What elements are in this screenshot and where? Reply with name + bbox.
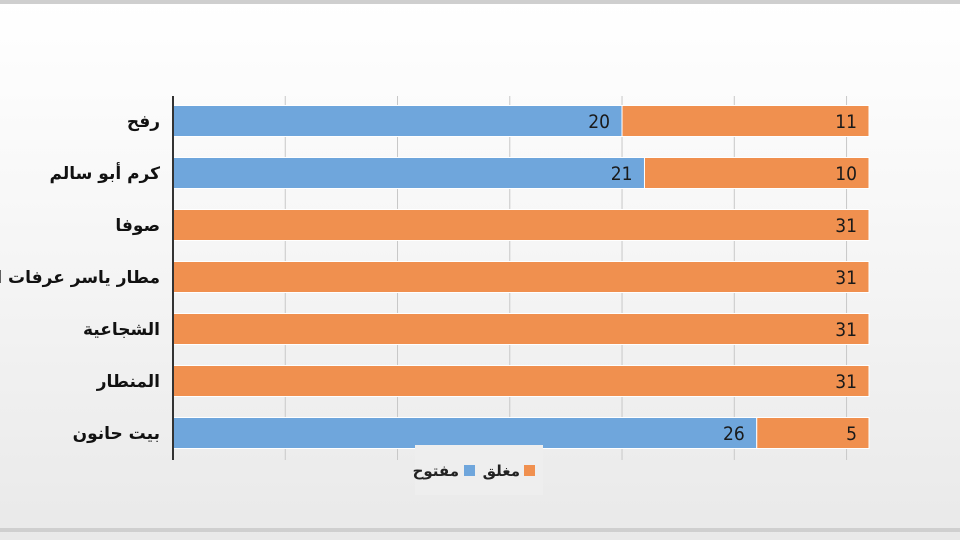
legend-label-open: مفتوح xyxy=(413,462,459,480)
bottom-rule xyxy=(0,528,960,532)
bar-segment xyxy=(172,157,645,189)
bar-segment xyxy=(172,417,758,449)
data-label: 21 xyxy=(611,163,633,185)
legend-background xyxy=(415,445,543,495)
data-label: 31 xyxy=(835,215,857,237)
data-label: 26 xyxy=(723,423,745,445)
bar-segment xyxy=(621,105,870,137)
data-label: 11 xyxy=(835,111,857,133)
bar-segment xyxy=(172,105,623,137)
bars xyxy=(172,105,870,449)
bar-segment xyxy=(643,157,870,189)
category-label: مطار ياسر عرفات الدولي xyxy=(0,268,160,288)
data-label: 10 xyxy=(835,163,857,185)
category-label: كرم أبو سالم xyxy=(50,162,161,184)
data-label: 31 xyxy=(835,319,857,341)
data-label: 31 xyxy=(835,267,857,289)
value-labels: 20 11 21 10 31 31 31 31 26 5 xyxy=(588,111,857,445)
legend-swatch-closed xyxy=(524,465,535,476)
data-label: 20 xyxy=(588,111,610,133)
bar-segment xyxy=(172,261,870,293)
bar-segment xyxy=(172,313,870,345)
category-label: المنطار xyxy=(96,372,160,392)
bar-segment xyxy=(756,417,870,449)
category-label: صوفا xyxy=(115,216,160,236)
data-label: 31 xyxy=(835,371,857,393)
top-rule xyxy=(0,0,960,4)
category-labels: رفح كرم أبو سالم صوفا مطار ياسر عرفات الدول… xyxy=(0,112,160,444)
legend: مغلق مفتوح xyxy=(413,445,543,495)
bar-segment xyxy=(172,365,870,397)
category-label: بيت حانون xyxy=(73,424,160,444)
bar-segment xyxy=(172,209,870,241)
legend-swatch-open xyxy=(464,465,475,476)
data-label: 5 xyxy=(846,423,857,445)
category-label: رفح xyxy=(127,112,160,132)
category-label: الشجاعية xyxy=(83,320,160,340)
legend-label-closed: مغلق xyxy=(483,462,520,480)
